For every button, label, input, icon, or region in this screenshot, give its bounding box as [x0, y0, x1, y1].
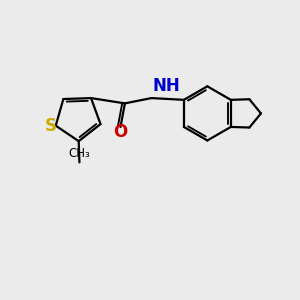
Text: O: O — [113, 123, 128, 141]
Text: NH: NH — [153, 76, 180, 94]
Text: S: S — [44, 117, 56, 135]
Text: CH₃: CH₃ — [68, 147, 90, 160]
